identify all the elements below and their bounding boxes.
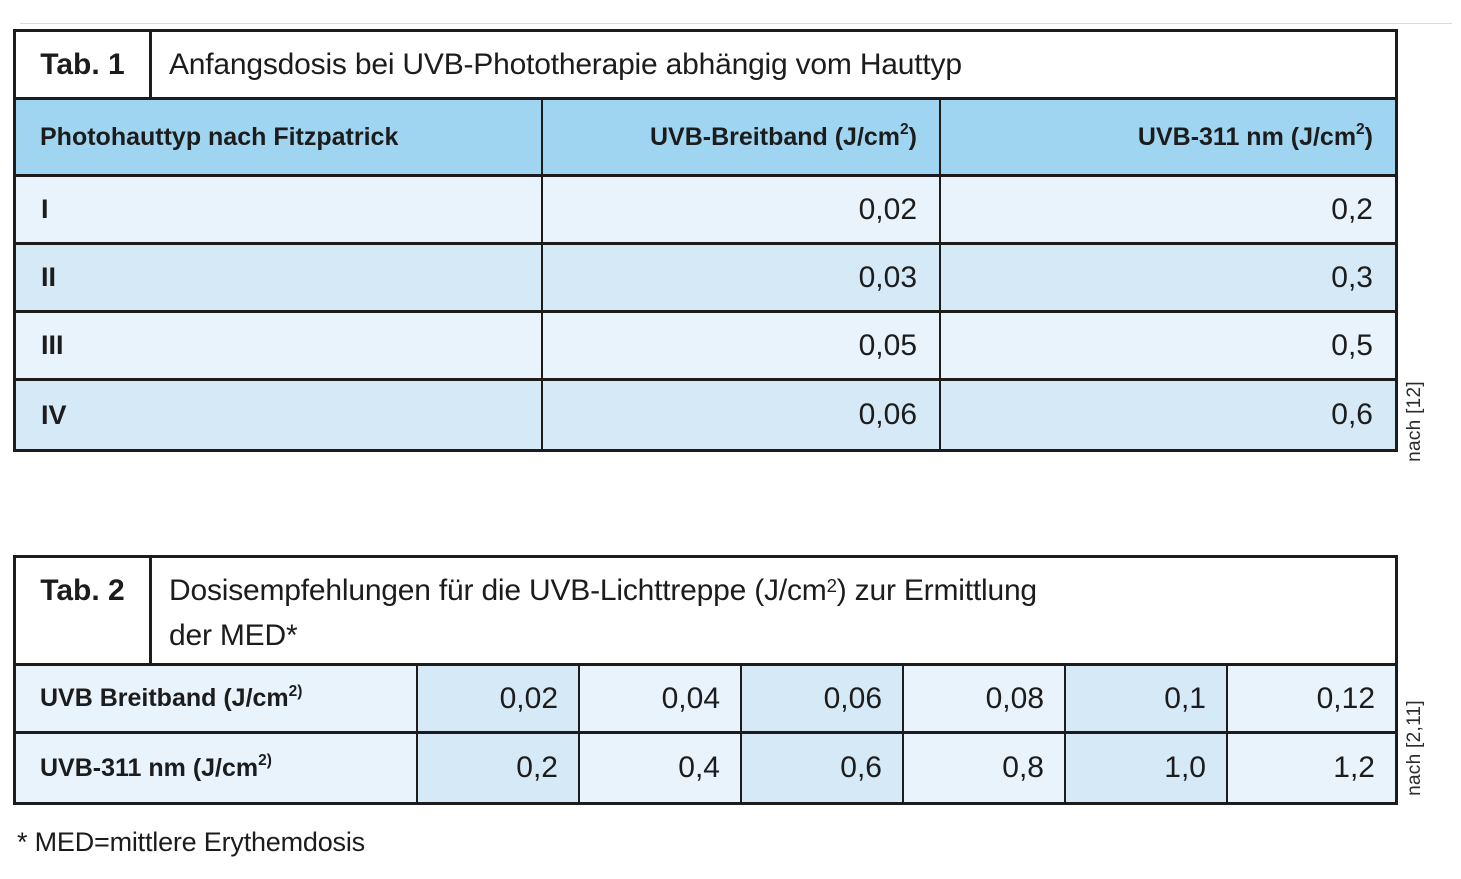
cell-value: 0,1 [1066,666,1228,731]
superscript: 2 [826,574,837,596]
cell-value: 0,2 [941,177,1395,242]
cell-value: 0,8 [904,734,1066,802]
row-label: III [16,313,543,378]
table-row: IV 0,06 0,6 [16,381,1395,449]
table1-header-row: Photohauttyp nach Fitzpatrick UVB-Breitb… [16,100,1395,177]
row-label: I [16,177,543,242]
table1-tag: Tab. 1 [16,32,152,97]
cell-value: 0,03 [543,245,941,310]
cell-value: 1,2 [1228,734,1395,802]
table-row: UVB Breitband (J/cm 2) 0,02 0,04 0,06 0,0… [16,666,1395,734]
header-cell-uvb-breitband: UVB-Breitband (J/cm 2) [543,100,941,174]
header-cell-phototype: Photohauttyp nach Fitzpatrick [16,100,543,174]
source-caption-table1: nach [12] [1404,381,1425,462]
cell-value: 0,12 [1228,666,1395,731]
top-rule [20,23,1452,24]
cell-value: 0,2 [418,734,580,802]
cell-value: 0,3 [941,245,1395,310]
row-label: UVB Breitband (J/cm 2) [16,666,418,731]
table2: Tab. 2 Dosisempfehlungen für die UVB-Lic… [13,555,1398,805]
label-text: UVB Breitband (J/cm [40,684,289,712]
table2-title: Dosisempfehlungen für die UVB-Lichttrepp… [152,558,1395,663]
table-row: II 0,03 0,3 [16,245,1395,313]
cell-value: 0,02 [543,177,941,242]
title-text: ) zur Ermittlung [836,574,1037,607]
cell-value: 0,02 [418,666,580,731]
cell-value: 0,06 [742,666,904,731]
cell-value: 0,6 [742,734,904,802]
table2-title-line1: Dosisempfehlungen für die UVB-Lichttrepp… [169,568,1037,613]
cell-value: 0,5 [941,313,1395,378]
table-row: I 0,02 0,2 [16,177,1395,245]
table-row: III 0,05 0,5 [16,313,1395,381]
cell-value: 0,6 [941,381,1395,449]
cell-value: 0,4 [580,734,742,802]
row-label: UVB-311 nm (J/cm 2) [16,734,418,802]
cell-value: 0,05 [543,313,941,378]
table2-title-line2: der MED* [169,619,298,652]
table-row: UVB-311 nm (J/cm 2) 0,2 0,4 0,6 0,8 1,0 1… [16,734,1395,802]
table1-title: Anfangsdosis bei UVB-Phototherapie abhän… [169,47,962,81]
header-text: UVB-311 nm (J/cm [1137,122,1357,151]
header-cell-uvb-311: UVB-311 nm (J/cm 2) [1137,121,1373,151]
cell-value: 0,08 [904,666,1066,731]
table2-title-band: Tab. 2 Dosisempfehlungen für die UVB-Lic… [16,558,1395,666]
cell-value: 0,04 [580,666,742,731]
cell-value: 0,06 [543,381,941,449]
row-label: IV [16,381,543,449]
table1: Tab. 1 Anfangsdosis bei UVB-Phototherapi… [13,29,1398,452]
title-text: Dosisempfehlungen für die UVB-Lichttrepp… [169,574,827,607]
header-text: ) [908,122,917,151]
header-text: ) [1364,122,1373,151]
row-label: II [16,245,543,310]
footnote: * MED=mittlere Erythemdosis [17,827,365,857]
label-text: UVB-311 nm (J/cm [40,753,259,782]
table1-title-band: Tab. 1 Anfangsdosis bei UVB-Phototherapi… [16,32,1395,100]
source-caption-table2: nach [2,11] [1404,700,1425,796]
table2-tag: Tab. 2 [16,558,152,663]
cell-value: 1,0 [1066,734,1228,802]
header-text: UVB-Breitband (J/cm [650,122,901,151]
